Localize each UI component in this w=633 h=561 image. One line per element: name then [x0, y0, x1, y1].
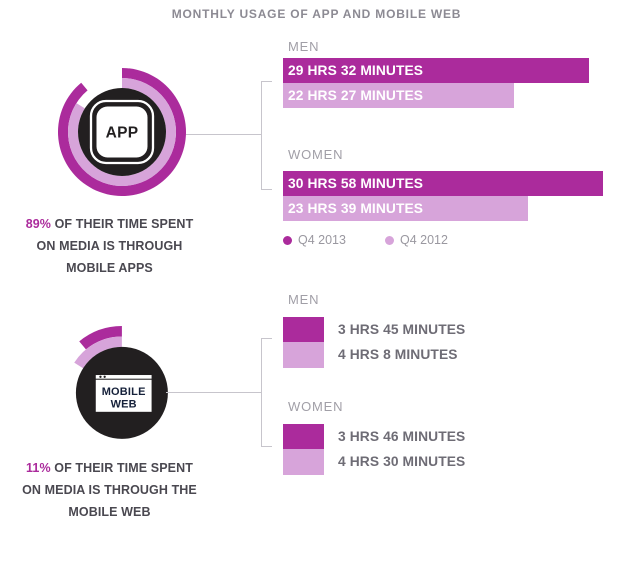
svg-text:APP: APP [105, 125, 138, 142]
svg-text:WEB: WEB [110, 398, 136, 410]
svg-text:MOBILE: MOBILE [101, 385, 145, 397]
